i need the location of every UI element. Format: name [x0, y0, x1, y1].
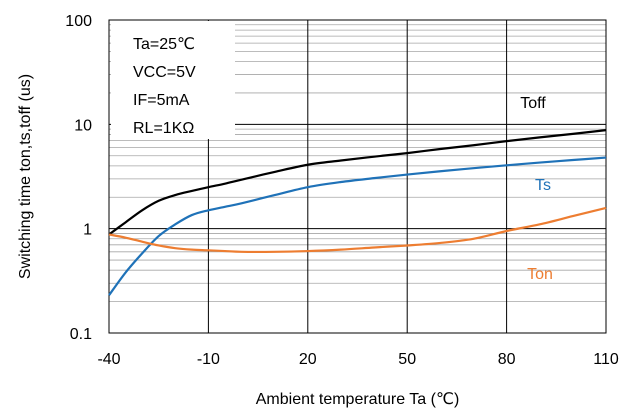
y-tick-label: 1: [83, 222, 92, 239]
condition-text: RL=1KΩ: [133, 120, 194, 137]
series-label-ton: Ton: [527, 266, 553, 283]
x-tick-label: 80: [498, 351, 516, 368]
x-axis-label: Ambient temperature Ta (℃): [256, 391, 460, 408]
series-label-ts: Ts: [535, 177, 551, 194]
x-tick-label: -40: [97, 351, 120, 368]
y-axis-label: Switching time ton,ts,toff (us): [17, 74, 34, 279]
x-tick-labels: -40 -10 20 50 80 110: [97, 351, 618, 368]
series-label-toff: Toff: [520, 95, 546, 112]
y-tick-label: 10: [74, 117, 92, 134]
y-tick-labels: 0.1 1 10 100: [65, 13, 92, 343]
y-tick-label: 0.1: [70, 326, 92, 343]
condition-text: Ta=25℃: [133, 36, 195, 53]
x-tick-label: -10: [197, 351, 220, 368]
condition-text: IF=5mA: [133, 92, 190, 109]
x-tick-label: 50: [398, 351, 416, 368]
y-tick-label: 100: [65, 13, 92, 30]
x-tick-label: 20: [299, 351, 317, 368]
x-tick-label: 110: [593, 351, 619, 368]
condition-text: VCC=5V: [133, 64, 196, 81]
series-line-ton: [109, 208, 606, 252]
conditions-box: Ta=25℃ VCC=5V IF=5mA RL=1KΩ: [111, 21, 235, 139]
